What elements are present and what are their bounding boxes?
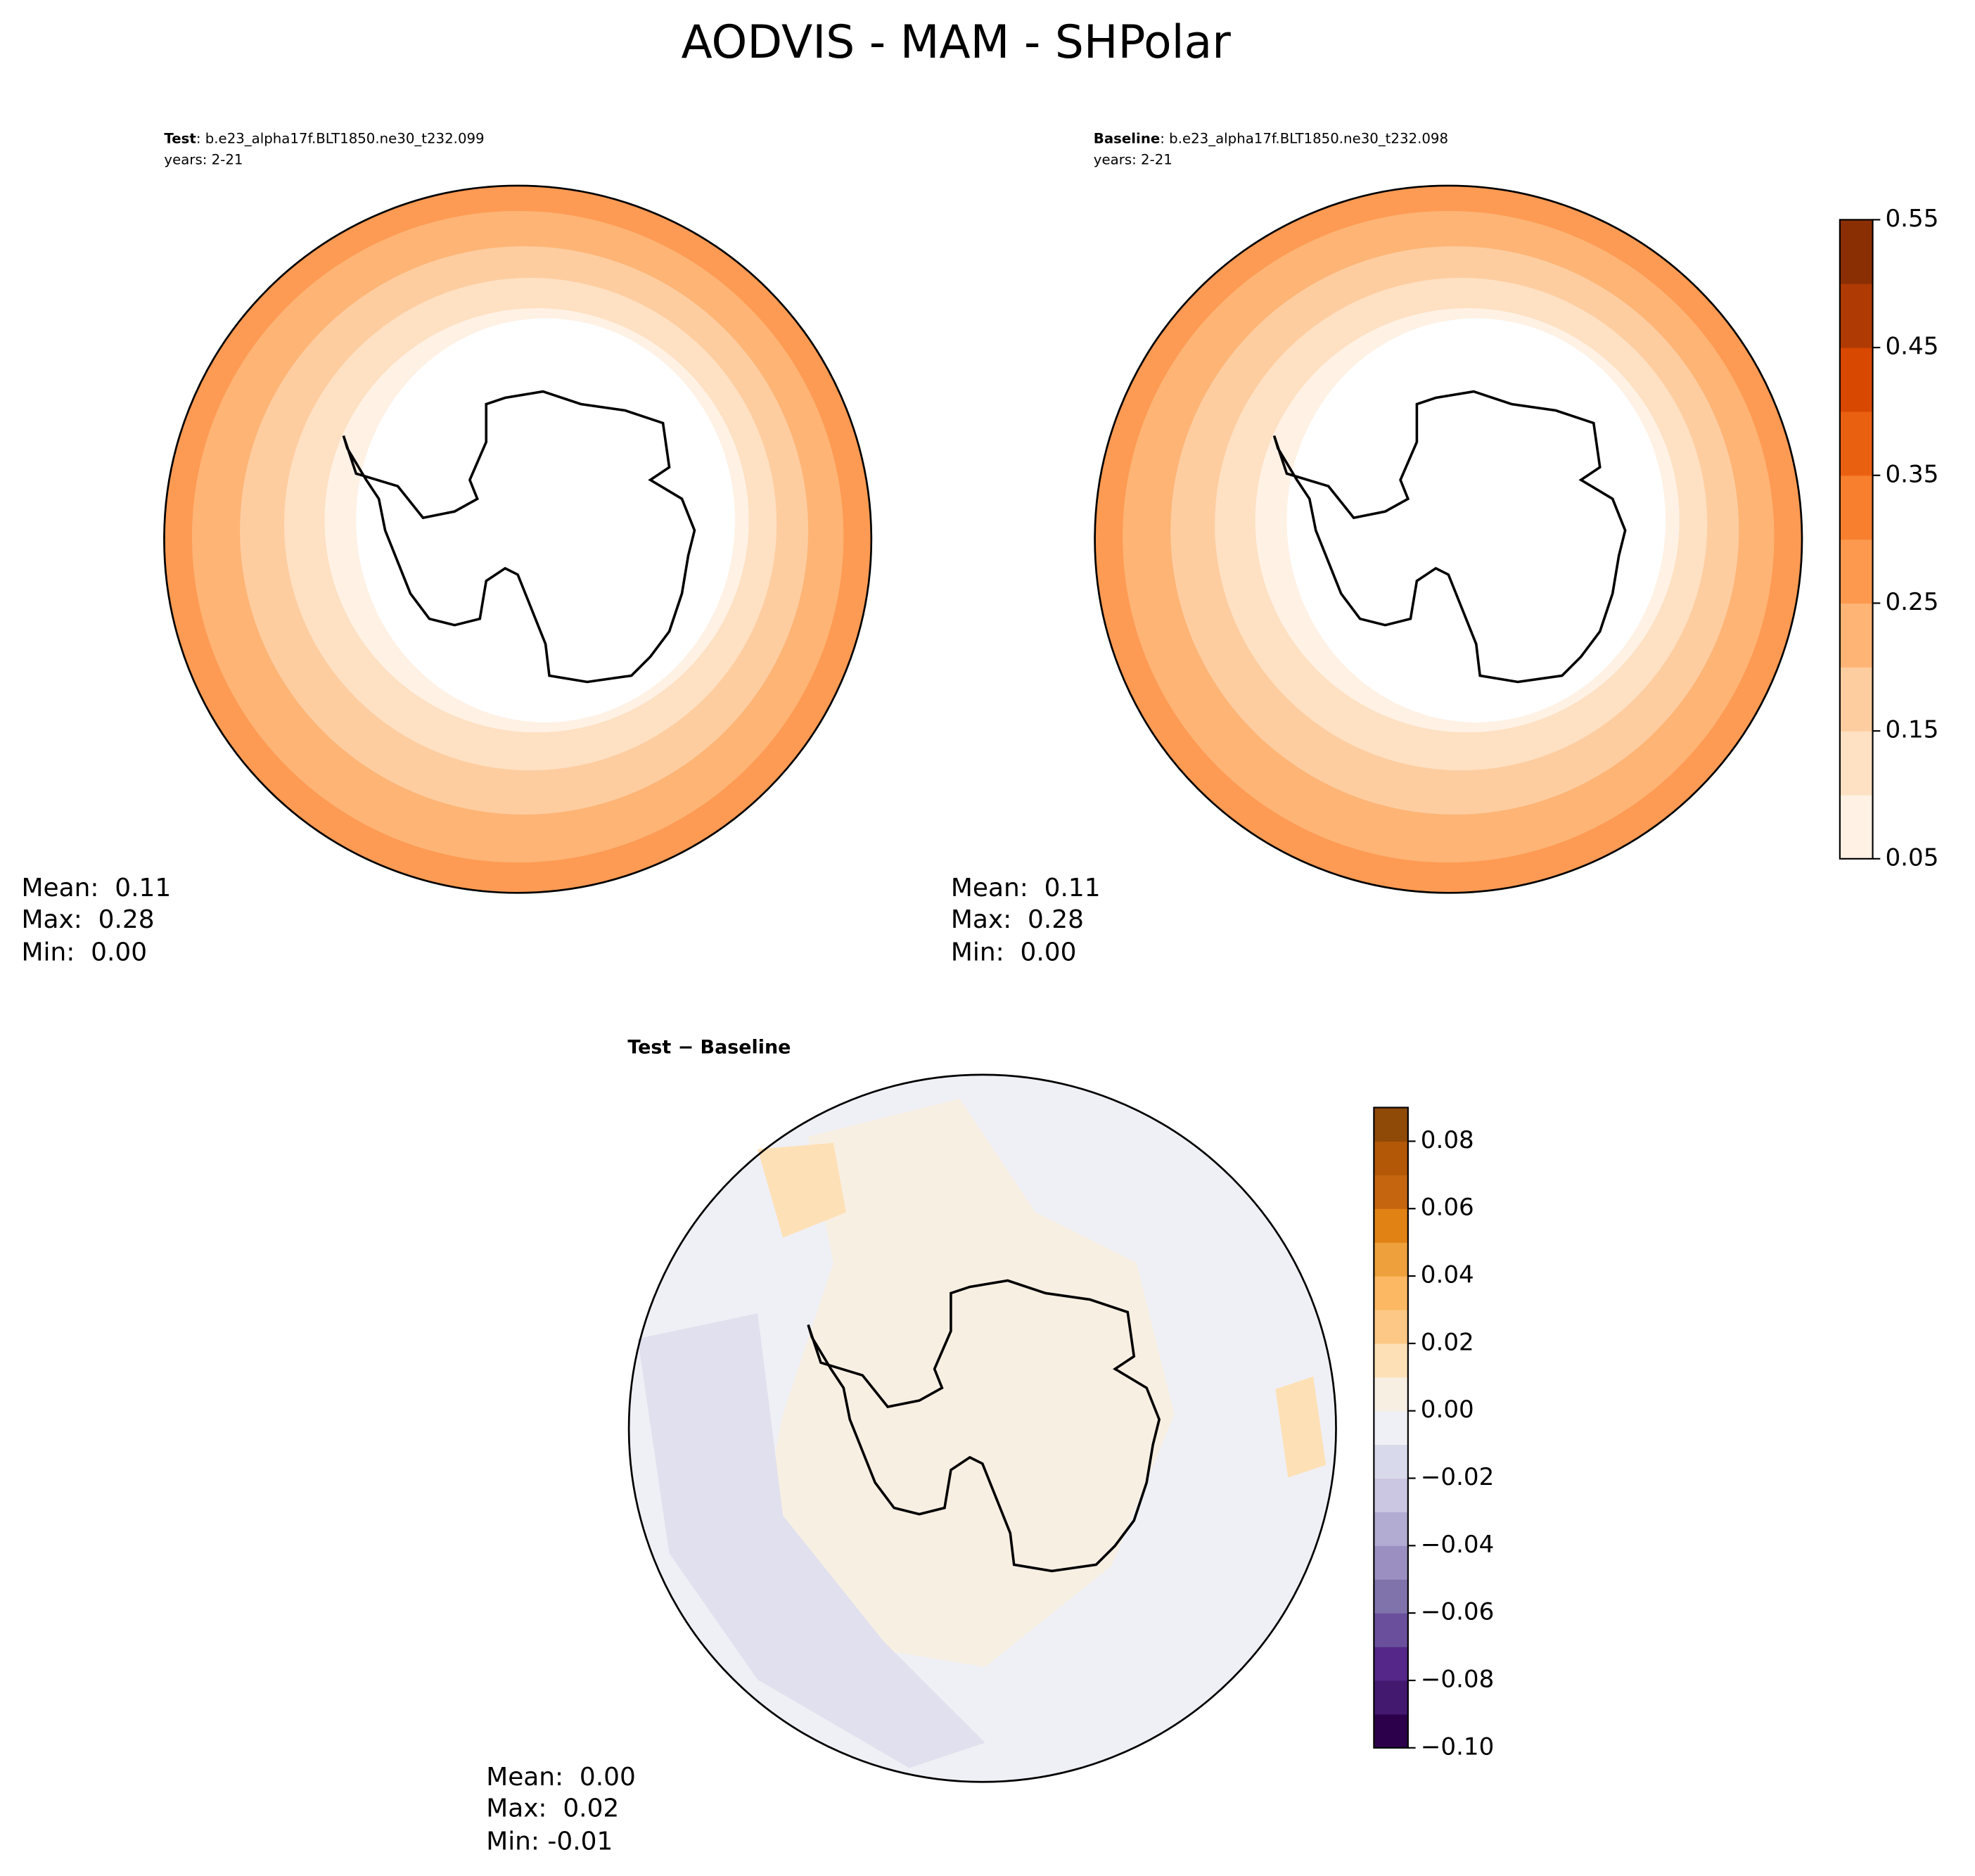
map-test [163,184,873,894]
case-name: : b.e23_alpha17f.BLT1850.ne30_t232.098 [1160,130,1448,146]
stat: Mean: 0.00 [486,1763,636,1792]
colorbar-frame [1839,219,1874,860]
map-baseline [1094,184,1803,894]
panel-subtitle: Test: b.e23_alpha17f.BLT1850.ne30_t232.0… [164,130,484,146]
colorbar-segment [1374,1444,1408,1479]
years: years: 2-21 [1094,152,1172,168]
colorbar-segment [1839,794,1873,860]
colorbar-segment [1839,539,1873,604]
colorbar-segment [1839,283,1873,348]
colorbar-frame [1373,1106,1409,1749]
case-name: : b.e23_alpha17f.BLT1850.ne30_t232.099 [196,130,485,146]
stat: Min: 0.00 [22,938,148,966]
stat: Min: -0.01 [486,1827,613,1856]
colorbar-tick-label: −0.04 [1421,1531,1495,1559]
colorbar-segment [1374,1613,1408,1647]
colorbar-tick-label: 0.45 [1885,333,1938,361]
stat: Max: 0.28 [951,905,1084,934]
title: AODVIS - MAM - SHPolar [681,16,1231,69]
colorbar-tick-label: 0.25 [1885,588,1938,616]
panel-subtitle: Baseline: b.e23_alpha17f.BLT1850.ne30_t2… [1094,130,1448,146]
colorbar-segment [1839,475,1873,540]
colorbar-tick-label: 0.55 [1885,205,1938,233]
colorbar-segment [1374,1377,1408,1412]
stat: Min: 0.00 [951,938,1077,966]
colorbar-segment [1374,1680,1408,1715]
colorbar-tick-label: −0.06 [1421,1598,1495,1626]
colorbar-segment [1839,603,1873,668]
colorbar-segment [1374,1242,1408,1277]
colorbar-segment [1374,1175,1408,1209]
colorbar-segment [1374,1343,1408,1378]
colorbar-tick-label: 0.08 [1421,1126,1474,1154]
colorbar-tick-label: 0.05 [1885,843,1938,872]
colorbar-segment [1374,1579,1408,1614]
colorbar-tick-label: −0.08 [1421,1665,1495,1693]
colorbar-segment [1839,731,1873,796]
colorbar-segment [1839,411,1873,476]
colorbar-tick-label: 0.35 [1885,460,1938,488]
colorbar-segment [1374,1309,1408,1344]
colorbar-segment [1374,1107,1408,1142]
panel-label: Baseline [1094,130,1160,146]
colorbar-tick-label: 0.06 [1421,1194,1474,1222]
colorbar-tick-label: 0.04 [1421,1261,1474,1289]
stat: Max: 0.02 [486,1794,619,1823]
colorbar-segment [1374,1545,1408,1580]
colorbar-segment [1374,1512,1408,1546]
colorbar-tick-label: 0.15 [1885,716,1938,744]
stat: Mean: 0.11 [22,874,172,902]
colorbar-segment [1374,1208,1408,1243]
colorbar-tick-label: 0.02 [1421,1328,1474,1356]
colorbar-segment [1374,1478,1408,1512]
years: years: 2-21 [164,152,243,168]
colorbar-segment [1374,1647,1408,1681]
colorbar-segment [1839,667,1873,732]
stat: Max: 0.28 [22,905,155,934]
colorbar-tick-label: −0.10 [1421,1733,1495,1761]
colorbar-segment [1374,1276,1408,1310]
colorbar-segment [1374,1714,1408,1749]
colorbar-tick-label: 0.00 [1421,1396,1474,1424]
stat: Mean: 0.11 [951,874,1101,902]
panel-label: Test [164,130,196,146]
colorbar-segment [1374,1410,1408,1446]
colorbar-tick-label: −0.02 [1421,1463,1495,1491]
panel-label: Test − Baseline [627,1037,791,1059]
colorbar-segment [1839,219,1873,284]
colorbar-segment [1374,1141,1408,1175]
map-difference [627,1073,1337,1783]
colorbar-segment [1839,347,1873,412]
